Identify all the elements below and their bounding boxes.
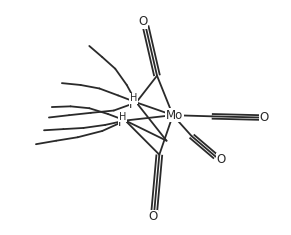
Text: O: O	[149, 210, 158, 223]
Text: O: O	[138, 15, 147, 28]
Text: H: H	[130, 93, 138, 103]
Text: P: P	[118, 116, 125, 129]
Text: O: O	[217, 153, 226, 166]
Text: Mo: Mo	[166, 109, 183, 122]
Text: P: P	[129, 98, 136, 110]
Text: H: H	[119, 112, 127, 121]
Text: O: O	[260, 111, 269, 124]
